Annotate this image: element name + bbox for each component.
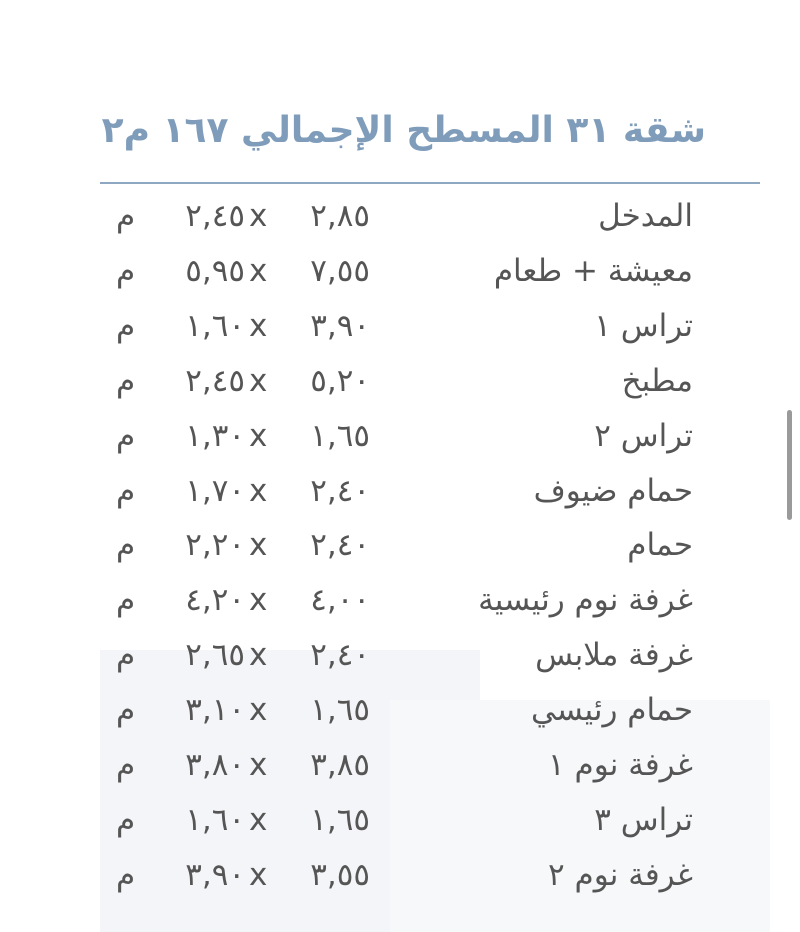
room-length: ١,٦٥ — [310, 417, 370, 454]
background-watermark — [390, 700, 770, 932]
room-name: تراس ١ — [594, 307, 693, 344]
scrollbar[interactable] — [787, 410, 792, 520]
room-length: ٣,٨٥ — [310, 747, 370, 783]
room-row: مطبخ ٥,٢٠ x ٢,٤٥ م — [0, 363, 800, 413]
unit-label: م — [116, 856, 136, 893]
room-name: حمام — [627, 527, 693, 564]
room-width: ١,٣٠ — [185, 417, 245, 454]
room-name: غرفة ملابس — [535, 637, 693, 674]
room-row: حمام ٢,٤٠ x ٢,٢٠ م — [0, 527, 800, 577]
unit-label: م — [116, 527, 136, 564]
room-row: المدخل ٢,٨٥ x ٢,٤٥ م — [0, 198, 800, 248]
multiply-sign: x — [249, 362, 268, 399]
room-width: ١,٦٠ — [185, 307, 245, 344]
room-length: ٧,٥٥ — [310, 252, 370, 289]
room-name: تراس ٢ — [594, 417, 693, 454]
room-length: ٣,٥٥ — [310, 856, 370, 893]
multiply-sign: x — [249, 252, 268, 289]
multiply-sign: x — [249, 801, 268, 838]
multiply-sign: x — [249, 637, 268, 674]
room-name: غرفة نوم ٢ — [548, 856, 693, 893]
room-row: غرفة نوم ١ ٣,٨٥ x ٣,٨٠ م — [0, 747, 800, 797]
room-row: تراس ١ ٣,٩٠ x ١,٦٠ م — [0, 308, 800, 358]
room-length: ١,٦٥ — [310, 692, 370, 729]
room-width: ١,٧٠ — [185, 472, 245, 509]
room-name: غرفة نوم ١ — [548, 747, 693, 783]
unit-label: م — [116, 582, 136, 619]
unit-label: م — [116, 472, 136, 509]
room-name: حمام ضيوف — [533, 472, 693, 509]
unit-label: م — [116, 637, 136, 674]
room-row: معيشة + طعام ٧,٥٥ x ٥,٩٥ م — [0, 253, 800, 303]
divider — [100, 182, 760, 184]
room-row: تراس ٣ ١,٦٥ x ١,٦٠ م — [0, 802, 800, 852]
room-row: حمام رئيسي ١,٦٥ x ٣,١٠ م — [0, 692, 800, 742]
room-row: غرفة ملابس ٢,٤٠ x ٢,٦٥ م — [0, 637, 800, 687]
unit-label: م — [116, 362, 136, 399]
room-name: غرفة نوم رئيسية — [478, 582, 693, 619]
room-width: ٤,٢٠ — [185, 582, 245, 619]
room-length: ١,٦٥ — [310, 801, 370, 838]
unit-label: م — [116, 692, 136, 729]
room-name: مطبخ — [621, 362, 693, 399]
unit-label: م — [116, 307, 136, 344]
unit-label: م — [116, 252, 136, 289]
multiply-sign: x — [249, 417, 268, 454]
room-name: تراس ٣ — [594, 801, 693, 838]
room-width: ٢,٤٥ — [185, 362, 245, 399]
multiply-sign: x — [249, 692, 268, 729]
room-width: ٢,٢٠ — [185, 527, 245, 564]
room-length: ٢,٤٠ — [310, 637, 370, 674]
room-name: المدخل — [598, 198, 693, 234]
room-width: ١,٦٠ — [185, 801, 245, 838]
room-row: حمام ضيوف ٢,٤٠ x ١,٧٠ م — [0, 473, 800, 523]
room-row: تراس ٢ ١,٦٥ x ١,٣٠ م — [0, 418, 800, 468]
multiply-sign: x — [249, 307, 268, 344]
room-width: ٣,١٠ — [185, 692, 245, 729]
room-width: ٢,٤٥ — [185, 198, 245, 234]
room-length: ٤,٠٠ — [310, 582, 370, 619]
room-length: ٢,٤٠ — [310, 472, 370, 509]
multiply-sign: x — [249, 527, 268, 564]
multiply-sign: x — [249, 582, 268, 619]
unit-label: م — [116, 747, 136, 783]
multiply-sign: x — [249, 472, 268, 509]
room-row: غرفة نوم رئيسية ٤,٠٠ x ٤,٢٠ م — [0, 582, 800, 632]
multiply-sign: x — [249, 747, 268, 783]
room-row: غرفة نوم ٢ ٣,٥٥ x ٣,٩٠ م — [0, 857, 800, 907]
unit-label: م — [116, 801, 136, 838]
room-length: ٣,٩٠ — [310, 307, 370, 344]
room-name: حمام رئيسي — [530, 692, 693, 729]
room-length: ٥,٢٠ — [310, 362, 370, 399]
unit-label: م — [116, 417, 136, 454]
room-name: معيشة + طعام — [493, 252, 693, 289]
room-width: ٣,٩٠ — [185, 856, 245, 893]
room-width: ٣,٨٠ — [185, 747, 245, 783]
multiply-sign: x — [249, 856, 268, 893]
multiply-sign: x — [249, 198, 268, 234]
room-width: ٢,٦٥ — [185, 637, 245, 674]
room-width: ٥,٩٥ — [185, 252, 245, 289]
unit-label: م — [116, 198, 136, 234]
room-length: ٢,٨٥ — [310, 198, 370, 234]
room-length: ٢,٤٠ — [310, 527, 370, 564]
page-title: شقة ٣١ المسطح الإجمالي ١٦٧ م٢ — [101, 110, 706, 151]
